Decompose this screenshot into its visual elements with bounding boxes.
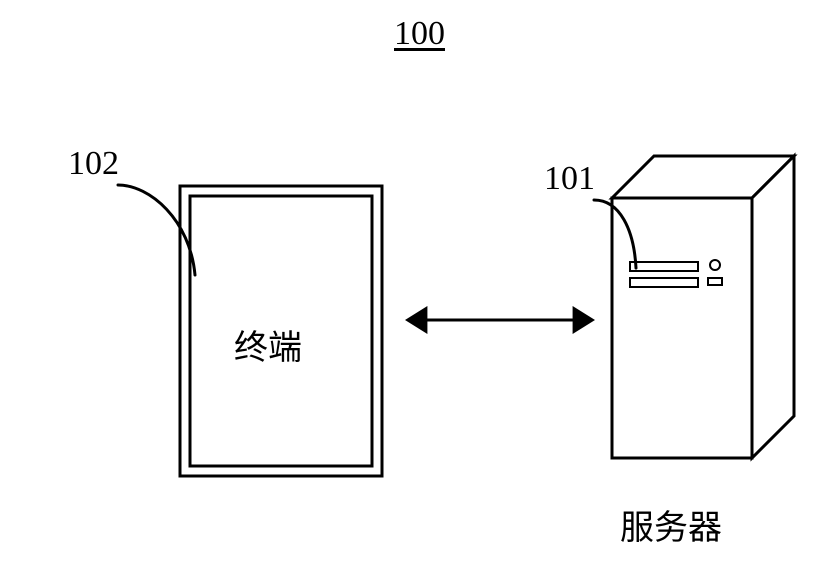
diagram-canvas: 100 102 101 终端 服务器 [0, 0, 839, 576]
svg-layer [0, 0, 839, 576]
